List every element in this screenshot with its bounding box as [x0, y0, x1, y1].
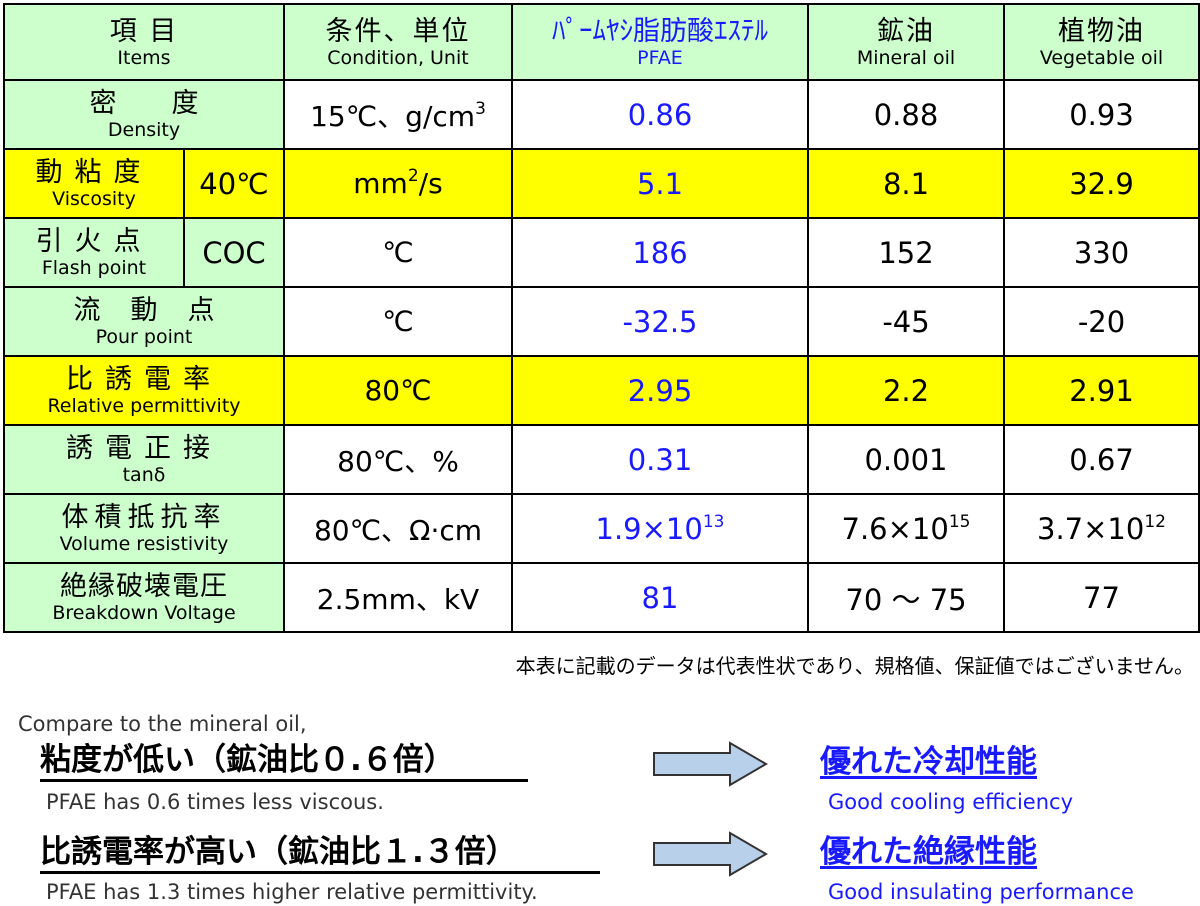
- header-vegetable-oil: 植物油 Vegetable oil: [1003, 3, 1200, 81]
- cond-flash-point: ℃: [283, 217, 513, 288]
- mineral-flash-point: 152: [807, 217, 1005, 288]
- veg-density: 0.93: [1003, 79, 1200, 150]
- veg-breakdown: 77: [1003, 562, 1200, 633]
- disclaimer-note: 本表に記載のデータは代表性状であり、規格値、保証値ではございません。: [515, 654, 1194, 678]
- property-table: 項 目 Items 条件、単位 Condition, Unit ﾊﾟｰﾑﾔｼ脂肪…: [3, 3, 1200, 633]
- mineral-breakdown: 70 ～ 75: [807, 562, 1005, 633]
- header-pfae: ﾊﾟｰﾑﾔｼ脂肪酸ｴｽﾃﾙ PFAE: [511, 3, 809, 81]
- result-cooling-en: Good cooling efficiency: [828, 790, 1074, 814]
- pfae-permittivity: 2.95: [511, 355, 809, 426]
- cond-permittivity: 80℃: [283, 355, 513, 426]
- cond-tand: 80℃、%: [283, 424, 513, 495]
- veg-resistivity: 3.7×1012: [1003, 493, 1200, 564]
- pfae-resistivity: 1.9×1013: [511, 493, 809, 564]
- cond-resistivity: 80℃、Ω·cm: [283, 493, 513, 564]
- veg-permittivity: 2.91: [1003, 355, 1200, 426]
- header-mineral-oil: 鉱油 Mineral oil: [807, 3, 1005, 81]
- header-condition: 条件、単位 Condition, Unit: [283, 3, 513, 81]
- row-label-density: 密度 Density: [3, 79, 285, 150]
- header-items: 項 目 Items: [3, 3, 285, 81]
- result-cooling: 優れた冷却性能: [820, 744, 1037, 780]
- row-label-flash-point: 引火点 Flash point: [3, 217, 185, 288]
- veg-pour-point: -20: [1003, 286, 1200, 357]
- table-header-row: 項 目 Items 条件、単位 Condition, Unit ﾊﾟｰﾑﾔｼ脂肪…: [3, 3, 1200, 81]
- claim-low-viscosity: 粘度が低い（鉱油比０.６倍）: [40, 742, 528, 782]
- result-insulating: 優れた絶縁性能: [820, 834, 1037, 870]
- claim-low-viscosity-en: PFAE has 0.6 times less viscous.: [46, 790, 384, 814]
- temp-viscosity: 40℃: [183, 148, 285, 219]
- cond-breakdown: 2.5mm、kV: [283, 562, 513, 633]
- mineral-pour-point: -45: [807, 286, 1005, 357]
- veg-viscosity: 32.9: [1003, 148, 1200, 219]
- row-label-pour-point: 流動点 Pour point: [3, 286, 285, 357]
- compare-intro: Compare to the mineral oil,: [18, 712, 307, 736]
- mineral-permittivity: 2.2: [807, 355, 1005, 426]
- row-label-tand: 誘電正接 tanδ: [3, 424, 285, 495]
- result-insulating-en: Good insulating performance: [828, 880, 1134, 904]
- pfae-tand: 0.31: [511, 424, 809, 495]
- table-row-permittivity: 比誘電率 Relative permittivity 80℃ 2.95 2.2 …: [3, 355, 1200, 426]
- table-row-breakdown: 絶縁破壊電圧 Breakdown Voltage 2.5mm、kV 81 70 …: [3, 562, 1200, 633]
- pfae-density: 0.86: [511, 79, 809, 150]
- mineral-tand: 0.001: [807, 424, 1005, 495]
- row-label-permittivity: 比誘電率 Relative permittivity: [3, 355, 285, 426]
- row-label-breakdown: 絶縁破壊電圧 Breakdown Voltage: [3, 562, 285, 633]
- temp-flash-point: COC: [183, 217, 285, 288]
- veg-tand: 0.67: [1003, 424, 1200, 495]
- arrow-right-icon: [653, 741, 768, 787]
- mineral-viscosity: 8.1: [807, 148, 1005, 219]
- claim-high-permittivity-en: PFAE has 1.3 times higher relative permi…: [46, 880, 538, 904]
- mineral-resistivity: 7.6×1015: [807, 493, 1005, 564]
- arrow-right-icon: [653, 831, 768, 877]
- table-row-viscosity: 動粘度 Viscosity 40℃ mm2/s 5.1 8.1 32.9: [3, 148, 1200, 219]
- pfae-viscosity: 5.1: [511, 148, 809, 219]
- cond-density: 15℃、g/cm3: [283, 79, 513, 150]
- mineral-density: 0.88: [807, 79, 1005, 150]
- pfae-pour-point: -32.5: [511, 286, 809, 357]
- pfae-flash-point: 186: [511, 217, 809, 288]
- table-row-resistivity: 体積抵抗率 Volume resistivity 80℃、Ω·cm 1.9×10…: [3, 493, 1200, 564]
- table-row-tand: 誘電正接 tanδ 80℃、% 0.31 0.001 0.67: [3, 424, 1200, 495]
- table-row-flash-point: 引火点 Flash point COC ℃ 186 152 330: [3, 217, 1200, 288]
- row-label-resistivity: 体積抵抗率 Volume resistivity: [3, 493, 285, 564]
- cond-pour-point: ℃: [283, 286, 513, 357]
- table-row-density: 密度 Density 15℃、g/cm3 0.86 0.88 0.93: [3, 79, 1200, 150]
- veg-flash-point: 330: [1003, 217, 1200, 288]
- row-label-viscosity: 動粘度 Viscosity: [3, 148, 185, 219]
- claim-high-permittivity: 比誘電率が高い（鉱油比１.３倍）: [40, 834, 600, 874]
- table-row-pour-point: 流動点 Pour point ℃ -32.5 -45 -20: [3, 286, 1200, 357]
- cond-viscosity: mm2/s: [283, 148, 513, 219]
- pfae-breakdown: 81: [511, 562, 809, 633]
